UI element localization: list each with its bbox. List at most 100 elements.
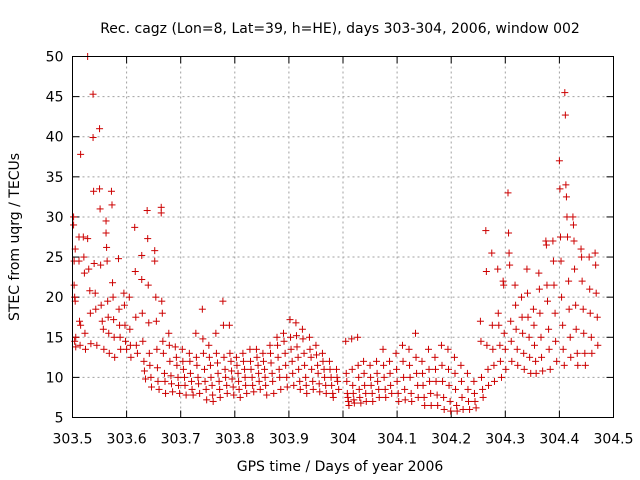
data-point [102, 229, 110, 237]
data-point [104, 313, 112, 321]
data-point [89, 90, 97, 98]
data-point [545, 325, 553, 333]
data-point [155, 385, 163, 393]
data-point [309, 377, 317, 385]
data-point [432, 365, 440, 373]
x-tick-label: 304.3 [485, 432, 525, 448]
data-point [496, 357, 504, 365]
data-point [274, 353, 282, 361]
data-point [139, 337, 147, 345]
data-point [545, 345, 553, 353]
data-point [168, 380, 176, 388]
data-point [223, 389, 231, 397]
data-point [388, 389, 396, 397]
data-point [507, 337, 515, 345]
data-point [412, 353, 420, 361]
data-point [328, 381, 336, 389]
data-point [103, 243, 111, 251]
data-point [366, 361, 374, 369]
data-point [289, 369, 297, 377]
data-point [212, 329, 220, 337]
data-point [367, 373, 375, 381]
data-point [512, 325, 520, 333]
data-point [216, 385, 224, 393]
data-point [344, 397, 352, 405]
x-tick-label: 303.8 [215, 432, 255, 448]
data-point [543, 297, 551, 305]
data-point [261, 365, 269, 373]
data-point [117, 345, 125, 353]
y-tick-label: 40 [46, 130, 64, 146]
data-point [123, 345, 131, 353]
data-point [434, 401, 442, 409]
data-point [362, 397, 370, 405]
data-point [138, 251, 146, 259]
data-point [520, 365, 528, 373]
data-point [316, 388, 324, 396]
data-point [579, 305, 587, 313]
data-point [479, 385, 487, 393]
data-point [355, 385, 363, 393]
data-point [70, 281, 78, 289]
data-point [419, 381, 427, 389]
data-point [381, 385, 389, 393]
data-point [144, 235, 152, 243]
data-point [593, 313, 601, 321]
data-point [126, 325, 134, 333]
data-point [72, 333, 80, 341]
data-point [439, 377, 447, 385]
data-point [369, 397, 377, 405]
data-point [203, 396, 211, 404]
data-point [312, 351, 320, 359]
data-point [348, 335, 356, 343]
data-point [578, 277, 586, 285]
data-point [213, 359, 221, 367]
data-point [463, 369, 471, 377]
data-point [349, 389, 357, 397]
data-point [465, 397, 473, 405]
data-point [546, 365, 554, 373]
data-point [235, 377, 243, 385]
data-point [453, 401, 461, 409]
data-point [286, 316, 294, 324]
data-point [110, 316, 118, 324]
data-point [418, 357, 426, 365]
data-point [314, 361, 322, 369]
data-point [431, 353, 439, 361]
data-point [219, 297, 227, 305]
data-point [333, 373, 341, 381]
data-point [512, 301, 520, 309]
data-point [373, 357, 381, 365]
data-point [206, 361, 214, 369]
data-point [560, 361, 568, 369]
data-point [308, 365, 316, 373]
data-point [269, 377, 277, 385]
y-tick-label: 5 [55, 411, 64, 427]
data-point [75, 257, 83, 265]
data-point [227, 357, 235, 365]
data-point [343, 377, 351, 385]
data-point [447, 407, 455, 415]
data-point [562, 181, 570, 189]
data-point [214, 369, 222, 377]
data-point [550, 281, 558, 289]
data-point [98, 317, 106, 325]
data-point [212, 349, 220, 357]
data-point [329, 393, 337, 401]
y-tick-label: 30 [46, 210, 64, 226]
data-point [592, 261, 600, 269]
data-point [294, 353, 302, 361]
data-point [586, 309, 594, 317]
data-point [283, 373, 291, 381]
data-point [234, 369, 242, 377]
data-point [281, 349, 289, 357]
data-point [266, 341, 274, 349]
data-point [292, 319, 300, 327]
data-point [506, 261, 514, 269]
data-point [209, 397, 217, 405]
data-point [368, 389, 376, 397]
data-point [169, 388, 177, 396]
data-point [305, 333, 313, 341]
data-point [299, 335, 307, 343]
data-point [220, 353, 228, 361]
